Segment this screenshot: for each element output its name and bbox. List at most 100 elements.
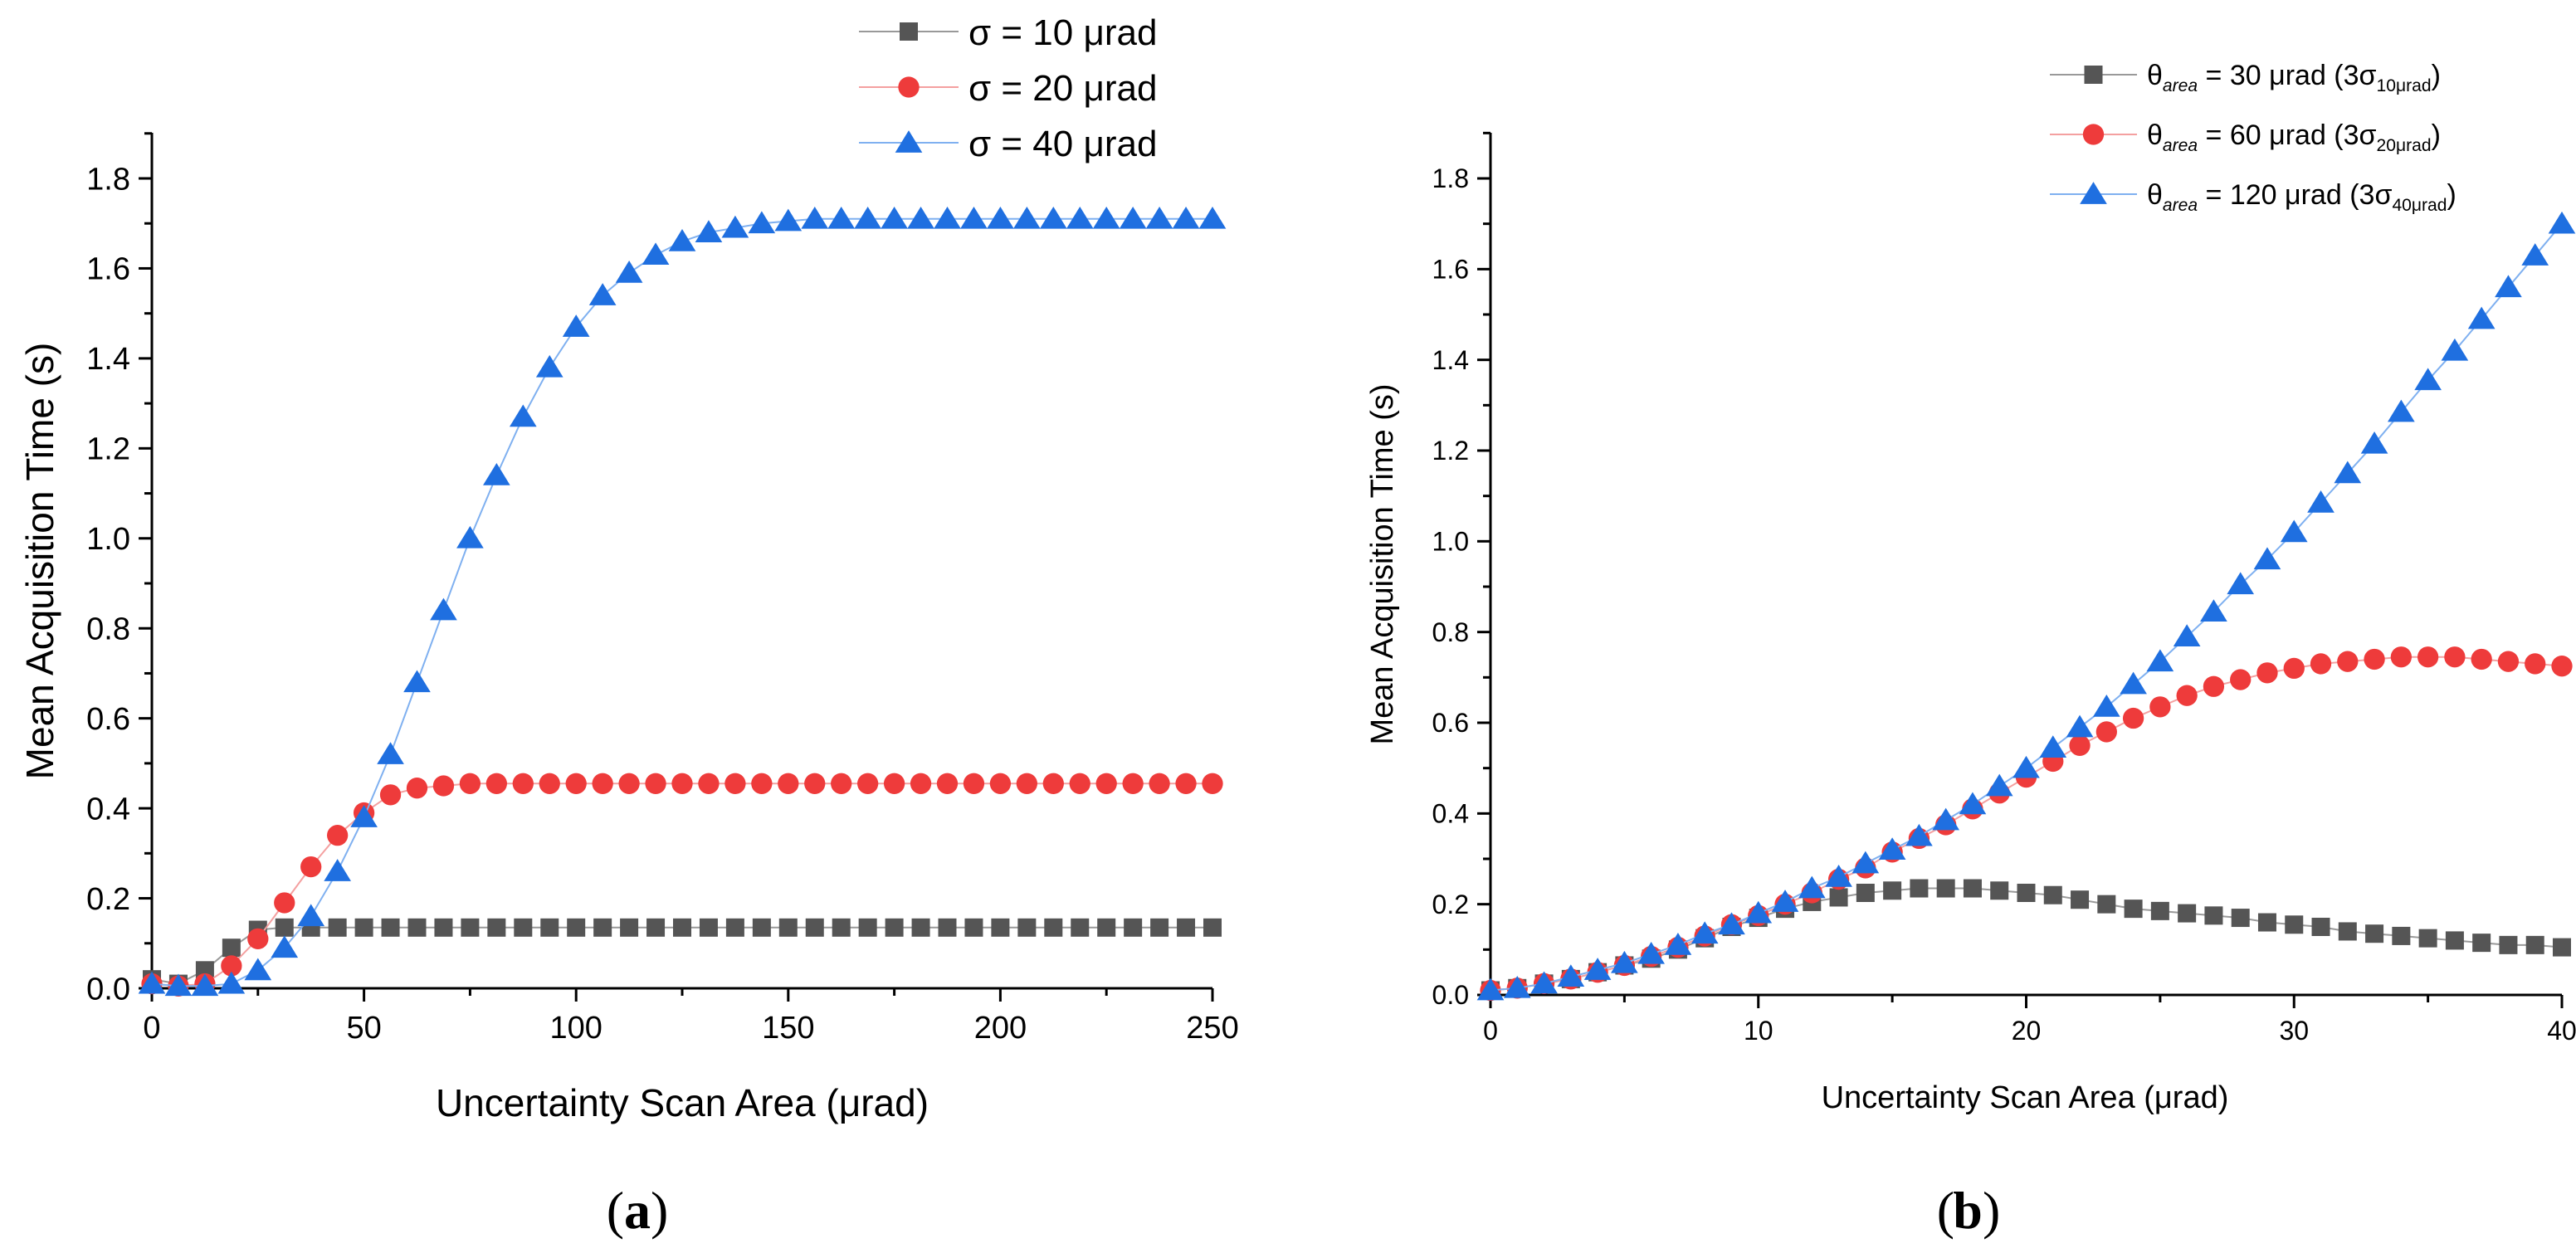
panel-b-data-point-triangle	[1503, 975, 1531, 998]
panel-b-series	[1476, 211, 2576, 1002]
panel-b-data-point-triangle	[1611, 950, 1638, 973]
panel-a-data-point-circle	[539, 773, 560, 794]
panel-a-data-point-triangle	[350, 805, 378, 827]
panel-a-data-point-circle	[221, 955, 242, 977]
panel-b-data-point-circle	[2122, 707, 2144, 729]
panel-a-data-point-circle	[724, 773, 746, 794]
panel-a-data-point-circle	[831, 773, 852, 794]
panel-b-data-point-triangle	[1557, 964, 1585, 987]
panel-a-legend-label: σ = 10 μrad	[968, 12, 1157, 53]
panel-b-data-point-triangle	[1476, 978, 1505, 1001]
panel-b-data-point-triangle	[1530, 971, 1558, 994]
panel-a-data-point-triangle	[1039, 206, 1067, 229]
panel-a-data-point-square	[725, 918, 744, 937]
panel-a-data-point-square	[1203, 918, 1222, 937]
panel-b-data-point-square	[1936, 879, 1955, 898]
panel-b-data-point-square	[2445, 931, 2464, 950]
panel-a-data-point-circle	[432, 775, 455, 797]
panel-b-data-point-square	[2204, 906, 2223, 925]
panel-a-data-point-circle	[671, 773, 693, 794]
panel-b-x-tick-label: 10	[1744, 1016, 1773, 1046]
panel-b-x-tick-label: 30	[2279, 1016, 2309, 1046]
panel-a-data-point-circle	[804, 773, 826, 794]
panel-a-data-point-triangle	[721, 215, 749, 238]
panel-b-data-point-triangle	[1771, 890, 1799, 912]
panel-b-legend-marker-triangle	[2080, 182, 2107, 204]
panel-b-data-point-triangle	[1878, 837, 1906, 860]
panel-b-y-tick-label: 1.2	[1432, 436, 1469, 466]
panel-b-data-point-circle	[2069, 734, 2091, 756]
panel-a-data-point-square	[752, 918, 771, 937]
panel-b-data-point-triangle	[2467, 306, 2496, 329]
panel-b-data-point-square	[2553, 938, 2571, 957]
panel-a-data-point-triangle	[1145, 206, 1173, 229]
panel-a-data-point-triangle	[138, 971, 166, 994]
panel-b: 0.00.20.40.60.81.01.21.41.61.80 10 20 30 40 …	[1365, 60, 2576, 1240]
panel-b-ticks: 0.0 0.2 0.4 0.6 0.8 1.0 1.2 1.4 1.6 1.8 0 10 20 30 40	[1432, 131, 2576, 1046]
panel-a-data-point-triangle	[377, 742, 404, 764]
panel-a-data-point-square	[407, 918, 427, 937]
panel-a-data-point-square	[593, 918, 612, 937]
panel-a-data-point-circle	[1122, 773, 1144, 794]
panel-b-data-point-circle	[2230, 669, 2252, 690]
panel-a-legend-label: σ = 40 μrad	[968, 124, 1157, 164]
panel-b-data-point-triangle	[1637, 941, 1665, 964]
panel-b-data-point-circle	[2176, 685, 2198, 706]
panel-b-data-point-triangle	[2253, 547, 2281, 570]
panel-a-data-point-circle	[989, 773, 1012, 794]
panel-b-data-point-circle	[2256, 662, 2278, 684]
panel-a-data-point-circle	[963, 773, 985, 794]
panel-b-data-point-triangle	[2441, 338, 2469, 361]
panel-b-data-point-circle	[2390, 646, 2413, 668]
panel-a-data-point-triangle	[535, 354, 564, 378]
panel-b-x-tick-label: 20	[2012, 1016, 2042, 1046]
panel-a-x-tick-label: 0	[143, 1011, 160, 1046]
panel-b-data-point-triangle	[2200, 599, 2227, 622]
panel-a-data-point-triangle	[483, 463, 510, 485]
panel-a-data-point-square	[646, 918, 666, 937]
panel-a-x-tick-label: 250	[1186, 1011, 1238, 1046]
panel-a-y-axis-label: Mean Acquisition Time (s)	[18, 343, 61, 780]
panel-b-data-point-square	[2097, 895, 2116, 914]
panel-b-data-point-triangle	[2066, 714, 2094, 738]
panel-b-x-tick-label: 0	[1483, 1016, 1498, 1046]
panel-a-legend-label: σ = 20 μrad	[968, 68, 1157, 109]
panel-a-data-point-circle	[512, 773, 534, 794]
panel-b-data-point-square	[2124, 900, 2143, 919]
panel-a-data-point-square	[381, 918, 400, 937]
panel-a-data-point-triangle	[827, 206, 856, 229]
panel-a-data-point-square	[1017, 918, 1037, 937]
panel-b-data-point-triangle	[2307, 490, 2334, 513]
panel-a-data-point-triangle	[695, 220, 723, 242]
panel-b-data-point-triangle	[2173, 624, 2201, 647]
panel-b-data-point-circle	[2471, 648, 2492, 670]
panel-b-data-point-triangle	[1583, 958, 1612, 980]
panel-b-data-point-square	[2499, 935, 2518, 954]
panel-a-label-open: (	[607, 1181, 624, 1240]
panel-b-y-tick-label: 0.4	[1432, 799, 1469, 829]
panel-b-data-point-circle	[2310, 653, 2332, 675]
panel-a-data-point-triangle	[1013, 206, 1041, 229]
panel-a-y-tick-label: 1.6	[86, 252, 130, 287]
panel-b-data-point-square	[2150, 901, 2169, 920]
panel-a-data-point-triangle	[987, 206, 1014, 229]
panel-a-x-tick-label: 100	[549, 1011, 602, 1046]
panel-a-data-point-triangle	[588, 283, 617, 305]
panel-a-data-point-circle	[406, 778, 428, 799]
panel-a-data-point-square	[514, 918, 533, 937]
panel-b-data-point-square	[2525, 935, 2544, 954]
panel-b-data-point-square	[1829, 888, 1848, 907]
panel-a-data-point-triangle	[1092, 206, 1120, 229]
panel-a-data-point-triangle	[509, 404, 537, 427]
panel-b-legend-label: θarea = 60 μrad (3σ20μrad)	[2147, 119, 2441, 155]
panel-b-data-point-square	[2285, 915, 2304, 934]
panel-b-data-point-square	[2231, 909, 2250, 928]
panel-b-data-point-triangle	[2360, 431, 2388, 454]
panel-b-data-point-triangle	[1798, 875, 1826, 899]
panel-a-y-tick-label: 0.6	[86, 702, 130, 737]
panel-a-data-point-triangle	[324, 859, 351, 881]
panel-a-data-point-circle	[883, 773, 905, 794]
panel-b-data-point-triangle	[2227, 572, 2255, 595]
panel-b-data-point-square	[1883, 881, 1902, 900]
panel-a-data-point-circle	[485, 773, 507, 794]
